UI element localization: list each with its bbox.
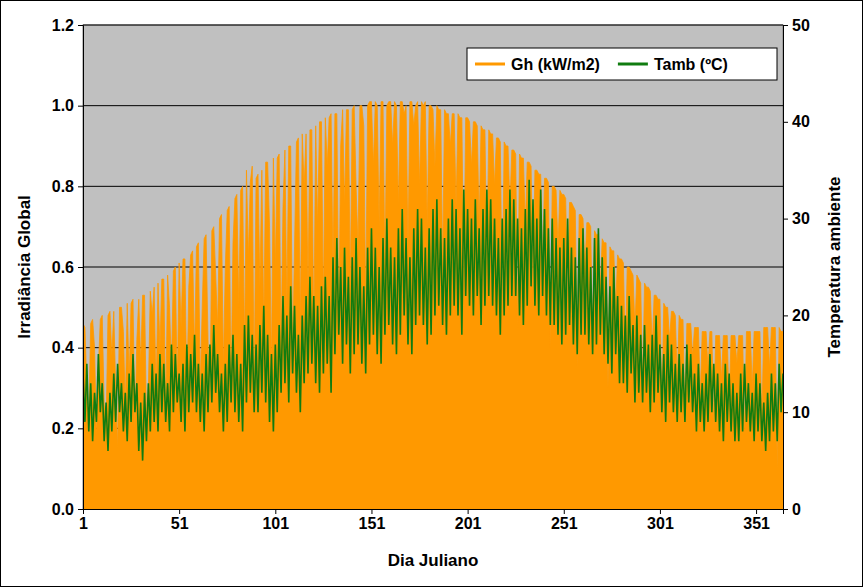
tick-mark xyxy=(78,186,83,187)
tick: 251 xyxy=(551,509,578,532)
data-layer xyxy=(83,102,783,509)
tick: 10 xyxy=(783,404,810,421)
tick-label: 0.8 xyxy=(52,178,74,195)
tick-mark xyxy=(78,428,83,429)
tick-mark xyxy=(275,509,276,514)
tick-mark xyxy=(78,348,83,349)
tick-label: 301 xyxy=(647,515,674,532)
tick-label: 20 xyxy=(792,307,810,324)
tick-label: 351 xyxy=(743,515,770,532)
tick-mark xyxy=(783,219,788,220)
tick-mark xyxy=(783,412,788,413)
grid-line xyxy=(83,25,783,26)
tick: 0.6 xyxy=(52,259,83,276)
tick-mark xyxy=(756,509,757,514)
tick: 0.2 xyxy=(52,420,83,437)
tick-label: 151 xyxy=(359,515,386,532)
tick-mark xyxy=(78,509,83,510)
tick-mark xyxy=(564,509,565,514)
tick-label: 0.4 xyxy=(52,339,74,356)
tick: 50 xyxy=(783,17,810,34)
tick: 301 xyxy=(647,509,674,532)
tick-label: 1.0 xyxy=(52,97,74,114)
y-axis-title: Irradiância Global xyxy=(15,195,34,339)
tick-mark xyxy=(783,509,788,510)
tick-mark xyxy=(660,509,661,514)
tick-label: 0 xyxy=(792,501,801,518)
tick: 0.4 xyxy=(52,339,83,356)
tick: 0.0 xyxy=(52,501,83,518)
legend: Gh (kW/m2) Tamb (ºC) xyxy=(467,48,777,80)
tick-mark xyxy=(78,267,83,268)
legend-swatch xyxy=(618,63,648,66)
tick-mark xyxy=(783,122,788,123)
tick: 1 xyxy=(79,509,88,532)
tick: 351 xyxy=(743,509,770,532)
tick-label: 0.0 xyxy=(52,501,74,518)
tick-mark xyxy=(78,25,83,26)
grid xyxy=(83,25,783,509)
tick-mark xyxy=(78,106,83,107)
tick-label: 10 xyxy=(792,404,810,421)
tick: 51 xyxy=(171,509,189,532)
tick-label: 50 xyxy=(792,17,810,34)
tick-mark xyxy=(783,315,788,316)
tick: 151 xyxy=(359,509,386,532)
tick-mark xyxy=(179,509,180,514)
chart-border xyxy=(1,1,863,587)
series-area xyxy=(83,102,783,509)
series-line xyxy=(83,180,783,461)
y-axis: 0.0 0.2 0.4 0.6 0.8 1.0 1.2 xyxy=(52,17,84,518)
x-axis: 151101151201251301351 xyxy=(79,509,783,532)
axis-line xyxy=(784,26,789,510)
x-axis-title: Dia Juliano xyxy=(388,551,479,570)
tick-label: 101 xyxy=(262,515,289,532)
tick: 40 xyxy=(783,113,810,130)
tick: 30 xyxy=(783,210,810,227)
plot-area xyxy=(83,25,783,509)
tick-label: 30 xyxy=(792,210,810,227)
tick-label: 201 xyxy=(455,515,482,532)
tick: 20 xyxy=(783,307,810,324)
tick: 0 xyxy=(783,501,801,518)
grid-line xyxy=(83,105,783,106)
tick-label: 251 xyxy=(551,515,578,532)
tick: 1.0 xyxy=(52,97,83,114)
tick: 101 xyxy=(262,509,289,532)
axis-line xyxy=(84,510,784,515)
chart: 1511011512012513013510.00.20.40.60.81.01… xyxy=(0,0,863,587)
tick: 1.2 xyxy=(52,17,83,34)
y2-axis: 0 10 20 30 40 50 xyxy=(783,17,810,518)
tick: 0.8 xyxy=(52,178,83,195)
tick-mark xyxy=(468,509,469,514)
legend-box xyxy=(467,48,777,80)
tick-label: 1.2 xyxy=(52,17,74,34)
legend-label: Tamb (ºC) xyxy=(654,56,728,73)
tick-label: 0.6 xyxy=(52,259,74,276)
tick-mark xyxy=(371,509,372,514)
legend-label: Gh (kW/m2) xyxy=(511,56,600,73)
tick-label: 1 xyxy=(79,515,88,532)
axis-line xyxy=(78,26,84,510)
tick-label: 0.2 xyxy=(52,420,74,437)
y2-axis-title: Temperatura ambiente xyxy=(825,176,844,357)
legend-swatch xyxy=(475,63,505,66)
tick-label: 51 xyxy=(171,515,189,532)
tick-label: 40 xyxy=(792,113,810,130)
tick-mark xyxy=(783,25,788,26)
tick: 201 xyxy=(455,509,482,532)
